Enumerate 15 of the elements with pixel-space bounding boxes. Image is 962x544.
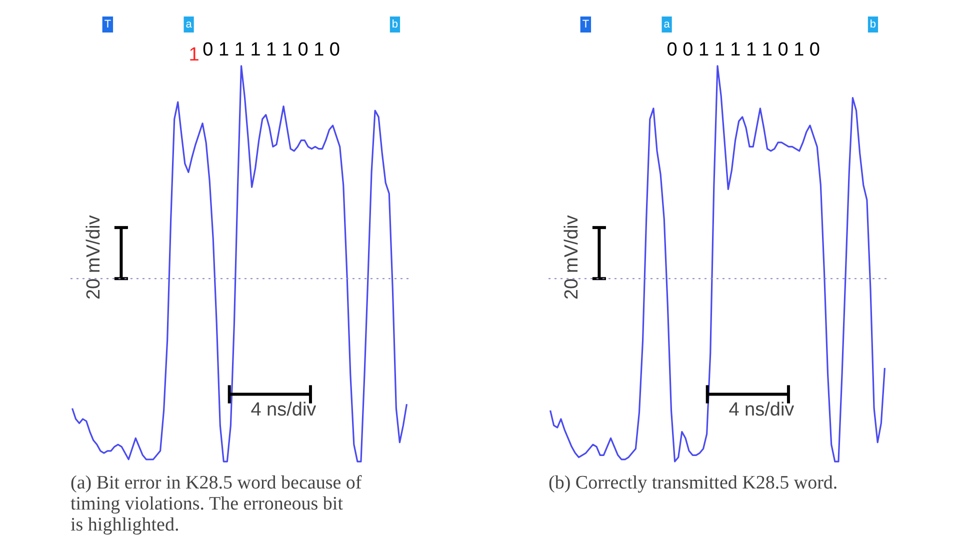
text: T — [104, 18, 112, 30]
text: 0 0 1 1 1 1 1 0 1 0 — [666, 40, 820, 60]
text: b — [870, 18, 876, 30]
text: a — [186, 18, 193, 30]
annotation: 20 mV/div — [83, 214, 104, 300]
text: 0 1 1 1 1 1 0 1 0 — [202, 40, 340, 60]
text: (b) Correctly transmitted K28.5 word. — [548, 472, 838, 494]
text: T — [582, 18, 590, 30]
text: b — [392, 18, 398, 30]
text: (a) Bit error in K28.5 word because of timing violations. The erroneous bit is highlighted. — [70, 472, 362, 536]
annotation: 4 ns/div — [728, 399, 795, 420]
annotation: 4 ns/div — [250, 399, 317, 420]
text: 1 — [188, 44, 200, 66]
text: a — [664, 18, 671, 30]
annotation: 20 mV/div — [561, 214, 582, 300]
